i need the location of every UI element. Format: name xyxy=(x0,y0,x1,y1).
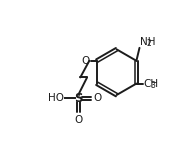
Text: O: O xyxy=(74,115,83,125)
Text: O: O xyxy=(94,93,102,103)
Text: 2: 2 xyxy=(147,40,151,48)
Text: HO: HO xyxy=(48,93,64,103)
Text: S: S xyxy=(74,92,83,105)
Text: 3: 3 xyxy=(150,80,155,90)
Text: CH: CH xyxy=(143,79,158,89)
Text: O: O xyxy=(82,56,90,66)
Text: NH: NH xyxy=(140,37,156,47)
